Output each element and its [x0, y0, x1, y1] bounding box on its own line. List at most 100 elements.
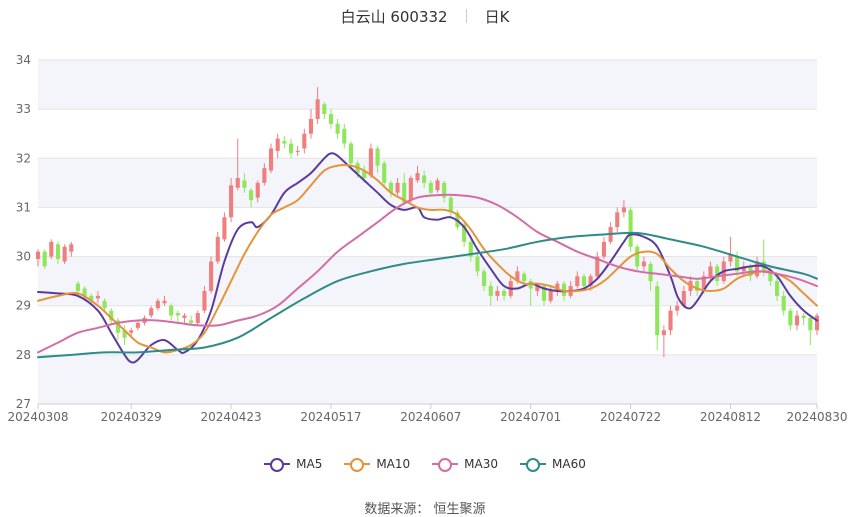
x-tick-label: 20240701 — [500, 410, 561, 424]
x-tick-label: 20240607 — [400, 410, 461, 424]
candle-body — [129, 330, 134, 333]
y-tick-label: 30 — [16, 250, 31, 264]
candle-body — [69, 244, 74, 252]
chart-title: 白云山 600332 日K — [0, 4, 850, 28]
candle-body — [794, 315, 800, 326]
candle-body — [402, 182, 407, 203]
candle-body — [388, 182, 393, 193]
candle-body — [368, 148, 373, 176]
candle-body — [62, 246, 67, 262]
moving-average-lines — [37, 152, 818, 364]
candle-body — [521, 273, 527, 282]
candle-body — [715, 266, 720, 282]
series-line-ma5 — [37, 152, 818, 364]
candle-body — [661, 330, 666, 336]
legend-label-ma60: MA60 — [552, 457, 586, 471]
candle-body — [348, 143, 353, 164]
grid-lines — [38, 59, 817, 405]
candle-body — [195, 313, 200, 323]
candle-body — [315, 99, 320, 119]
legend-item-ma5[interactable]: MA5 — [264, 457, 323, 472]
legend: MA5 MA10 MA30 MA60 — [0, 457, 850, 472]
legend-item-ma10[interactable]: MA10 — [344, 457, 411, 472]
candle-body — [275, 138, 280, 151]
candle-body — [448, 197, 453, 213]
candle-body — [741, 266, 746, 272]
x-tick-label: 20240329 — [101, 410, 162, 424]
candle-body — [768, 271, 773, 282]
grid-band — [38, 256, 817, 306]
candle-body — [115, 320, 120, 333]
candle-body — [149, 308, 154, 316]
candle-body — [428, 182, 433, 193]
x-tick-label: 20240812 — [700, 410, 761, 424]
candle-body — [488, 286, 493, 296]
candle-body — [229, 185, 234, 218]
candle-body — [555, 283, 560, 291]
candle-body — [502, 290, 507, 296]
stock-name-title: 白云山 600332 — [340, 7, 448, 26]
y-tick-label: 29 — [16, 299, 31, 313]
y-tick-label: 28 — [16, 348, 31, 362]
candle-body — [268, 148, 274, 171]
candle-body — [595, 256, 600, 277]
y-tick-label: 31 — [16, 200, 31, 214]
candle-body — [701, 276, 706, 291]
candle-body — [42, 251, 47, 267]
ma5-legend-icon — [264, 458, 291, 472]
candle-body — [408, 177, 413, 201]
legend-item-ma30[interactable]: MA30 — [432, 457, 499, 472]
y-tick-label: 32 — [16, 151, 31, 165]
candle-body — [482, 271, 487, 287]
candle-body — [655, 286, 660, 336]
candle-body — [788, 310, 793, 326]
candle-body — [495, 290, 500, 296]
candle-body — [635, 246, 640, 267]
candle-body — [541, 286, 547, 301]
candle-body — [175, 313, 180, 316]
series-line-ma60 — [37, 231, 818, 359]
x-tick-label: 20240830 — [786, 410, 847, 424]
candle-body — [375, 148, 380, 166]
candle-body — [515, 271, 520, 282]
candle-body — [621, 207, 626, 213]
candle-body — [535, 286, 540, 291]
candle-body — [155, 300, 160, 309]
candle-body — [328, 114, 334, 124]
y-tick-label: 34 — [16, 53, 31, 67]
candle-body — [255, 182, 260, 198]
legend-label-ma10: MA10 — [376, 457, 411, 471]
candle-body — [135, 322, 140, 328]
candle-body — [695, 281, 700, 291]
period-title: 日K — [484, 7, 510, 26]
grid-band — [38, 354, 817, 404]
candle-body — [55, 244, 61, 260]
candle-body — [249, 190, 254, 201]
legend-item-ma60[interactable]: MA60 — [520, 457, 586, 472]
candle-body — [468, 241, 473, 257]
candle-body — [288, 143, 294, 154]
y-axis: 27 28 29 30 31 32 33 34 — [16, 53, 31, 411]
ma30-legend-icon — [432, 458, 459, 472]
data-source: 数据来源： 恒生聚源 — [364, 502, 486, 517]
candlesticks — [35, 87, 820, 358]
x-axis: 20240308 20240329 20240423 20240517 20240607… — [7, 403, 848, 424]
candle-body — [202, 290, 207, 311]
candle-body — [335, 123, 340, 134]
candle-body — [302, 133, 307, 149]
candle-body — [35, 251, 41, 260]
candle-body — [295, 150, 300, 152]
candle-body — [581, 276, 587, 287]
legend-label-ma5: MA5 — [296, 457, 323, 471]
candle-body — [808, 318, 813, 331]
candle-body — [182, 315, 187, 318]
candle-body — [435, 180, 440, 191]
candle-body — [342, 128, 347, 144]
candle-body — [242, 180, 247, 188]
legend-label-ma30: MA30 — [464, 457, 499, 471]
candle-body — [775, 281, 780, 296]
title-separator — [465, 9, 467, 23]
candle-body — [322, 104, 327, 115]
x-tick-label: 20240722 — [600, 410, 661, 424]
candle-body — [49, 241, 54, 257]
